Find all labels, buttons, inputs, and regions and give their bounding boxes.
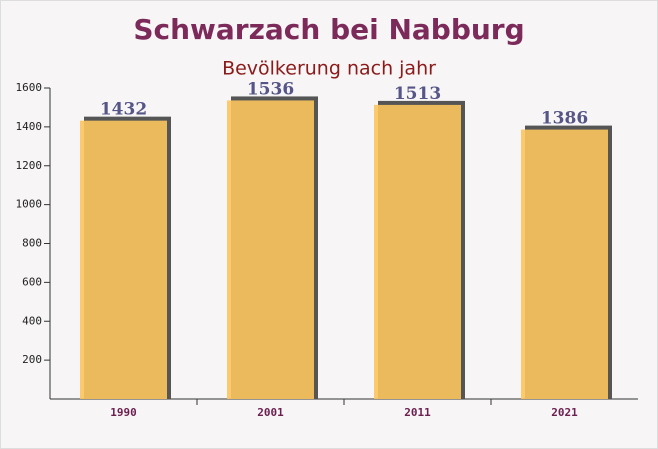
y-tick-label: 1200 [16, 159, 43, 172]
bar [227, 100, 314, 399]
y-tick-label: 600 [22, 275, 42, 288]
y-tick-label: 200 [22, 353, 42, 366]
value-label: 1536 [247, 79, 294, 99]
y-tick-label: 400 [22, 314, 42, 327]
x-tick-label: 2011 [404, 406, 431, 419]
value-label: 1513 [394, 84, 441, 104]
y-tick-label: 1600 [16, 81, 43, 94]
value-label: 1386 [541, 109, 588, 129]
y-tick-label: 1000 [16, 198, 43, 211]
chart-title: Schwarzach bei Nabburg [133, 13, 524, 46]
x-tick-label: 2001 [257, 406, 284, 419]
x-tick-label: 2021 [551, 406, 578, 419]
bar [80, 120, 167, 399]
y-tick-label: 800 [22, 237, 42, 250]
y-tick-label: 1400 [16, 120, 43, 133]
chart-subtitle: Bevölkerung nach jahr [222, 58, 436, 80]
x-tick-label: 1990 [110, 406, 137, 419]
value-label: 1432 [100, 100, 147, 120]
bar [374, 104, 461, 400]
bar [521, 129, 608, 399]
